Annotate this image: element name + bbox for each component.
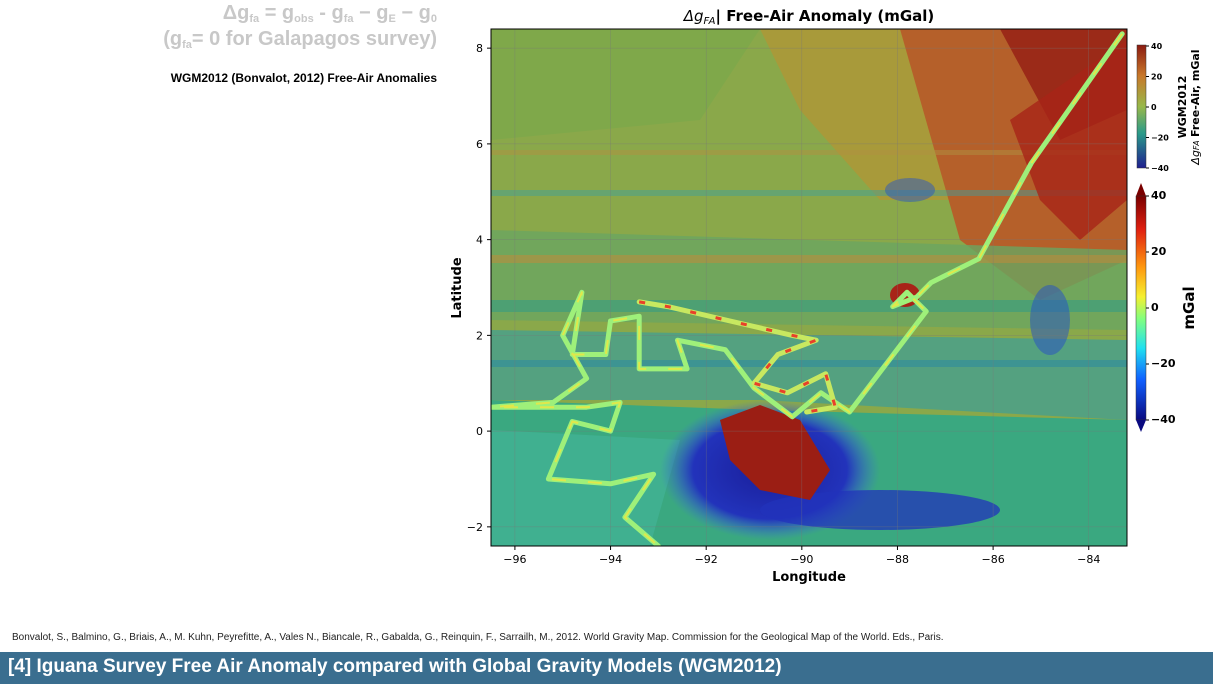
chart-grid [491,29,1127,546]
chart-title-symbol-sub: FA [704,16,716,27]
y-axis-ticks: −2 0 2 4 6 8 [467,42,491,534]
free-air-anomaly-chart: ΔgFA| Free-Air Anomaly (mGal) −9 [450,7,1202,585]
colorbar-tick-label: 40 [1151,42,1163,51]
y-tick-label: 0 [476,425,483,438]
colorbar-tick-label: −20 [1151,134,1169,143]
wgm-colorbar-label-symbol: Δg [1189,150,1202,166]
y-tick-label: 4 [476,234,483,247]
colorbar-tick-label: −40 [1151,164,1169,173]
survey-colorbar [1135,195,1147,421]
x-tick-label: −88 [886,553,909,566]
plot-frame [490,28,1128,547]
chart-title: ΔgFA| Free-Air Anomaly (mGal) [683,7,935,27]
colorbar-tick-label: 20 [1151,245,1167,258]
survey-ship-track-tint [491,33,1124,546]
wgm-colorbar-ticks: 40 20 0 −20 −40 [1146,42,1169,173]
x-tick-label: −94 [599,553,622,566]
footer-title-bar: [4] Iguana Survey Free Air Anomaly compa… [0,652,1213,684]
anomaly-equation-line2: (gfa= 0 for Galapagos survey) [163,28,437,51]
colorbar-tick-label: 20 [1151,73,1163,82]
wgm-colorbar-label-text: Free-Air, mGal [1189,49,1202,137]
wgm-colorbar-label-symbol-sub: FA [1192,140,1201,150]
y-axis-label: Latitude [450,257,465,319]
x-axis-ticks: −96 −94 −92 −90 −88 −86 −84 [503,546,1100,566]
colorbar-tick-label: −20 [1151,357,1176,370]
wgm-colorbar [1136,44,1147,169]
survey-colorbar-ticks: 40 20 0 −20 −40 [1146,189,1176,426]
citation-text: Bonvalot, S., Balmino, G., Briais, A., M… [12,632,944,643]
y-tick-label: −2 [467,521,483,534]
y-tick-label: 6 [476,138,483,151]
x-axis-label: Longitude [772,570,846,585]
wgm-colorbar-label-line1: WGM2012 [1176,76,1189,139]
colorbar-tick-label: −40 [1151,413,1176,426]
colorbar-tick-label: 40 [1151,189,1167,202]
y-tick-label: 8 [476,42,483,55]
anomaly-equation-line1: Δgfa = gobs - gfa − gE − g0 [222,2,437,25]
y-tick-label: 2 [476,329,483,342]
x-tick-label: −86 [981,553,1004,566]
footer-title: [4] Iguana Survey Free Air Anomaly compa… [8,656,782,677]
wgm-colorbar-label-line2: ΔgFA Free-Air, mGal [1189,49,1202,165]
colorbar-tick-label: 0 [1151,301,1159,314]
x-tick-label: −90 [790,553,813,566]
colorbar-tick-label: 0 [1151,103,1157,112]
survey-colorbar-label: mGal [1180,286,1198,329]
survey-ship-track-secondary [636,299,838,415]
x-tick-label: −96 [503,553,526,566]
x-tick-label: −84 [1077,553,1100,566]
x-tick-label: −92 [695,553,718,566]
heatmap-field [491,29,1127,546]
figure-caption: WGM2012 (Bonvalot, 2012) Free-Air Anomal… [170,71,437,85]
chart-title-text: | Free-Air Anomaly (mGal) [716,7,935,26]
survey-colorbar-extend-high [1136,183,1146,196]
survey-colorbar-extend-low [1136,420,1146,432]
chart-title-symbol: Δg [683,7,704,25]
